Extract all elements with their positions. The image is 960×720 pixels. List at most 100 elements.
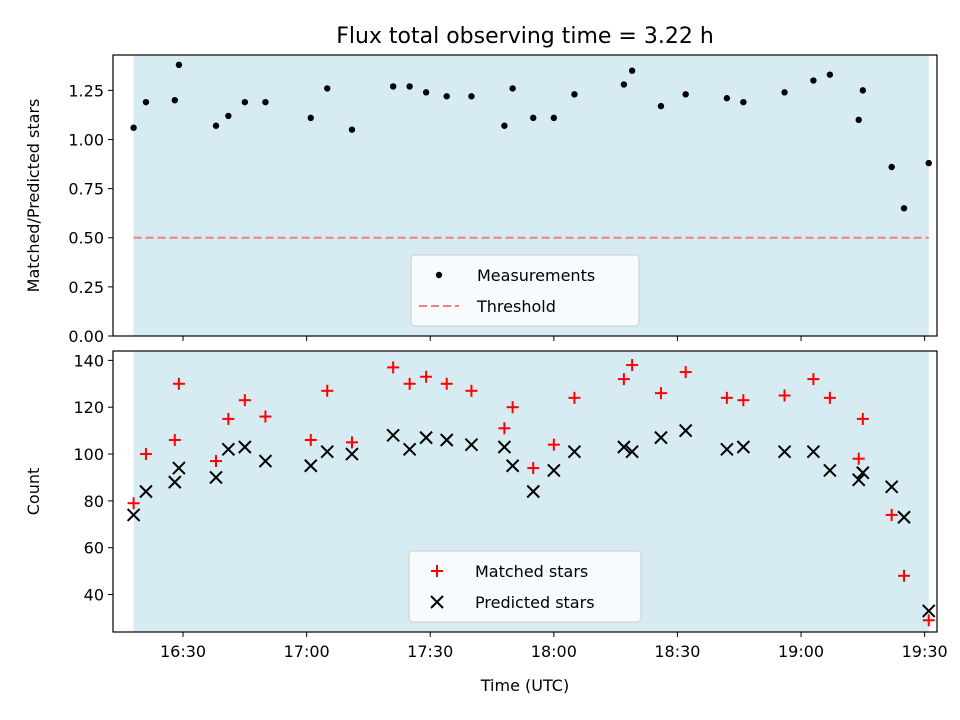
data-point — [617, 373, 630, 386]
legend-label: Matched stars — [475, 562, 588, 581]
data-point — [345, 436, 358, 449]
data-point — [402, 442, 417, 457]
x-marker-b — [172, 461, 186, 475]
y-tick-label: 140 — [73, 351, 104, 370]
data-point — [126, 508, 141, 522]
data-point — [678, 423, 693, 438]
data-point — [139, 484, 153, 499]
x-tick-label: 19:00 — [778, 642, 824, 661]
ratio-panel: 0.00 0.25 0.50 0.75 1.00 1.25 Matched/Predicte… — [24, 54, 938, 346]
data-point — [221, 442, 236, 457]
data-point — [497, 440, 512, 454]
x-marker-b — [547, 463, 561, 478]
data-point — [781, 89, 788, 96]
data-point — [241, 98, 249, 106]
x-marker-b — [440, 433, 454, 447]
data-point — [922, 614, 935, 627]
data-point — [720, 391, 733, 404]
data-point — [210, 455, 222, 468]
x-marker-b — [168, 475, 182, 489]
x-tick-label: 19:30 — [902, 642, 948, 661]
data-point — [420, 370, 433, 383]
data-point — [465, 384, 478, 397]
data-point — [175, 61, 183, 69]
legend: Matched stars Predicted stars — [408, 550, 642, 623]
data-point — [258, 454, 273, 468]
data-point — [852, 473, 866, 487]
data-point — [547, 438, 560, 451]
x-marker-b — [402, 442, 417, 457]
data-point — [620, 81, 628, 88]
data-point — [345, 447, 359, 461]
data-point — [171, 96, 178, 104]
data-point — [810, 77, 817, 84]
data-point — [348, 126, 356, 133]
x-marker-b — [777, 444, 792, 459]
x-marker-b — [526, 484, 540, 499]
data-point — [900, 205, 908, 212]
data-point — [307, 114, 314, 122]
y-tick-label: 0.25 — [68, 278, 104, 297]
y-tick-label: 120 — [73, 398, 104, 417]
data-point — [222, 412, 235, 425]
data-point — [238, 394, 251, 407]
data-point — [888, 163, 895, 171]
data-point — [386, 428, 400, 443]
y-tick-label: 0.00 — [68, 327, 104, 346]
x-marker-b — [884, 480, 899, 494]
data-point — [468, 93, 475, 100]
x-marker-b — [505, 459, 520, 473]
data-point — [127, 497, 140, 510]
data-point — [922, 604, 936, 618]
data-point — [422, 89, 430, 96]
data-point — [130, 124, 137, 131]
data-point — [740, 98, 747, 106]
count-panel: 40 60 80 100 120 140 16:30 17:00 17:30 18:00 18:30… — [24, 350, 948, 695]
data-point — [568, 391, 581, 404]
x-marker-b — [617, 440, 631, 454]
data-point — [826, 71, 834, 78]
data-point — [209, 470, 223, 485]
data-point — [855, 116, 862, 124]
data-point — [778, 389, 791, 402]
legend-box — [408, 550, 642, 623]
data-point — [530, 114, 537, 122]
legend-box — [410, 254, 640, 327]
legend-label: Predicted stars — [475, 593, 595, 612]
x-tick-label: 18:30 — [654, 642, 700, 661]
data-point — [925, 159, 932, 167]
x-marker-b — [654, 430, 668, 445]
x-marker-b — [126, 508, 141, 522]
y-tick-label: 1.00 — [68, 130, 104, 149]
legend: Measurements Threshold — [410, 254, 640, 327]
data-point — [720, 442, 734, 457]
x-marker-b — [922, 604, 936, 618]
x-marker-b — [386, 428, 400, 443]
data-point — [823, 463, 837, 478]
predicted-stars-series — [126, 423, 936, 618]
legend-marker — [431, 565, 443, 577]
data-point — [506, 401, 519, 414]
data-point — [464, 437, 479, 452]
data-point — [389, 83, 397, 90]
data-point — [736, 440, 751, 454]
data-point — [723, 95, 731, 102]
data-point — [852, 452, 865, 465]
data-point — [304, 433, 317, 446]
data-point — [259, 410, 272, 423]
data-point — [212, 122, 220, 129]
data-point — [898, 569, 911, 582]
x-marker-b — [209, 470, 223, 485]
y-axis-label: Count — [24, 468, 43, 516]
data-point — [550, 114, 558, 122]
data-point — [238, 440, 252, 454]
data-point — [320, 444, 334, 459]
data-point — [628, 67, 636, 74]
data-point — [172, 377, 185, 390]
data-point — [440, 377, 453, 390]
x-marker-b — [258, 454, 273, 468]
x-marker-b — [625, 444, 639, 459]
data-point — [679, 366, 692, 379]
data-point — [526, 484, 540, 499]
